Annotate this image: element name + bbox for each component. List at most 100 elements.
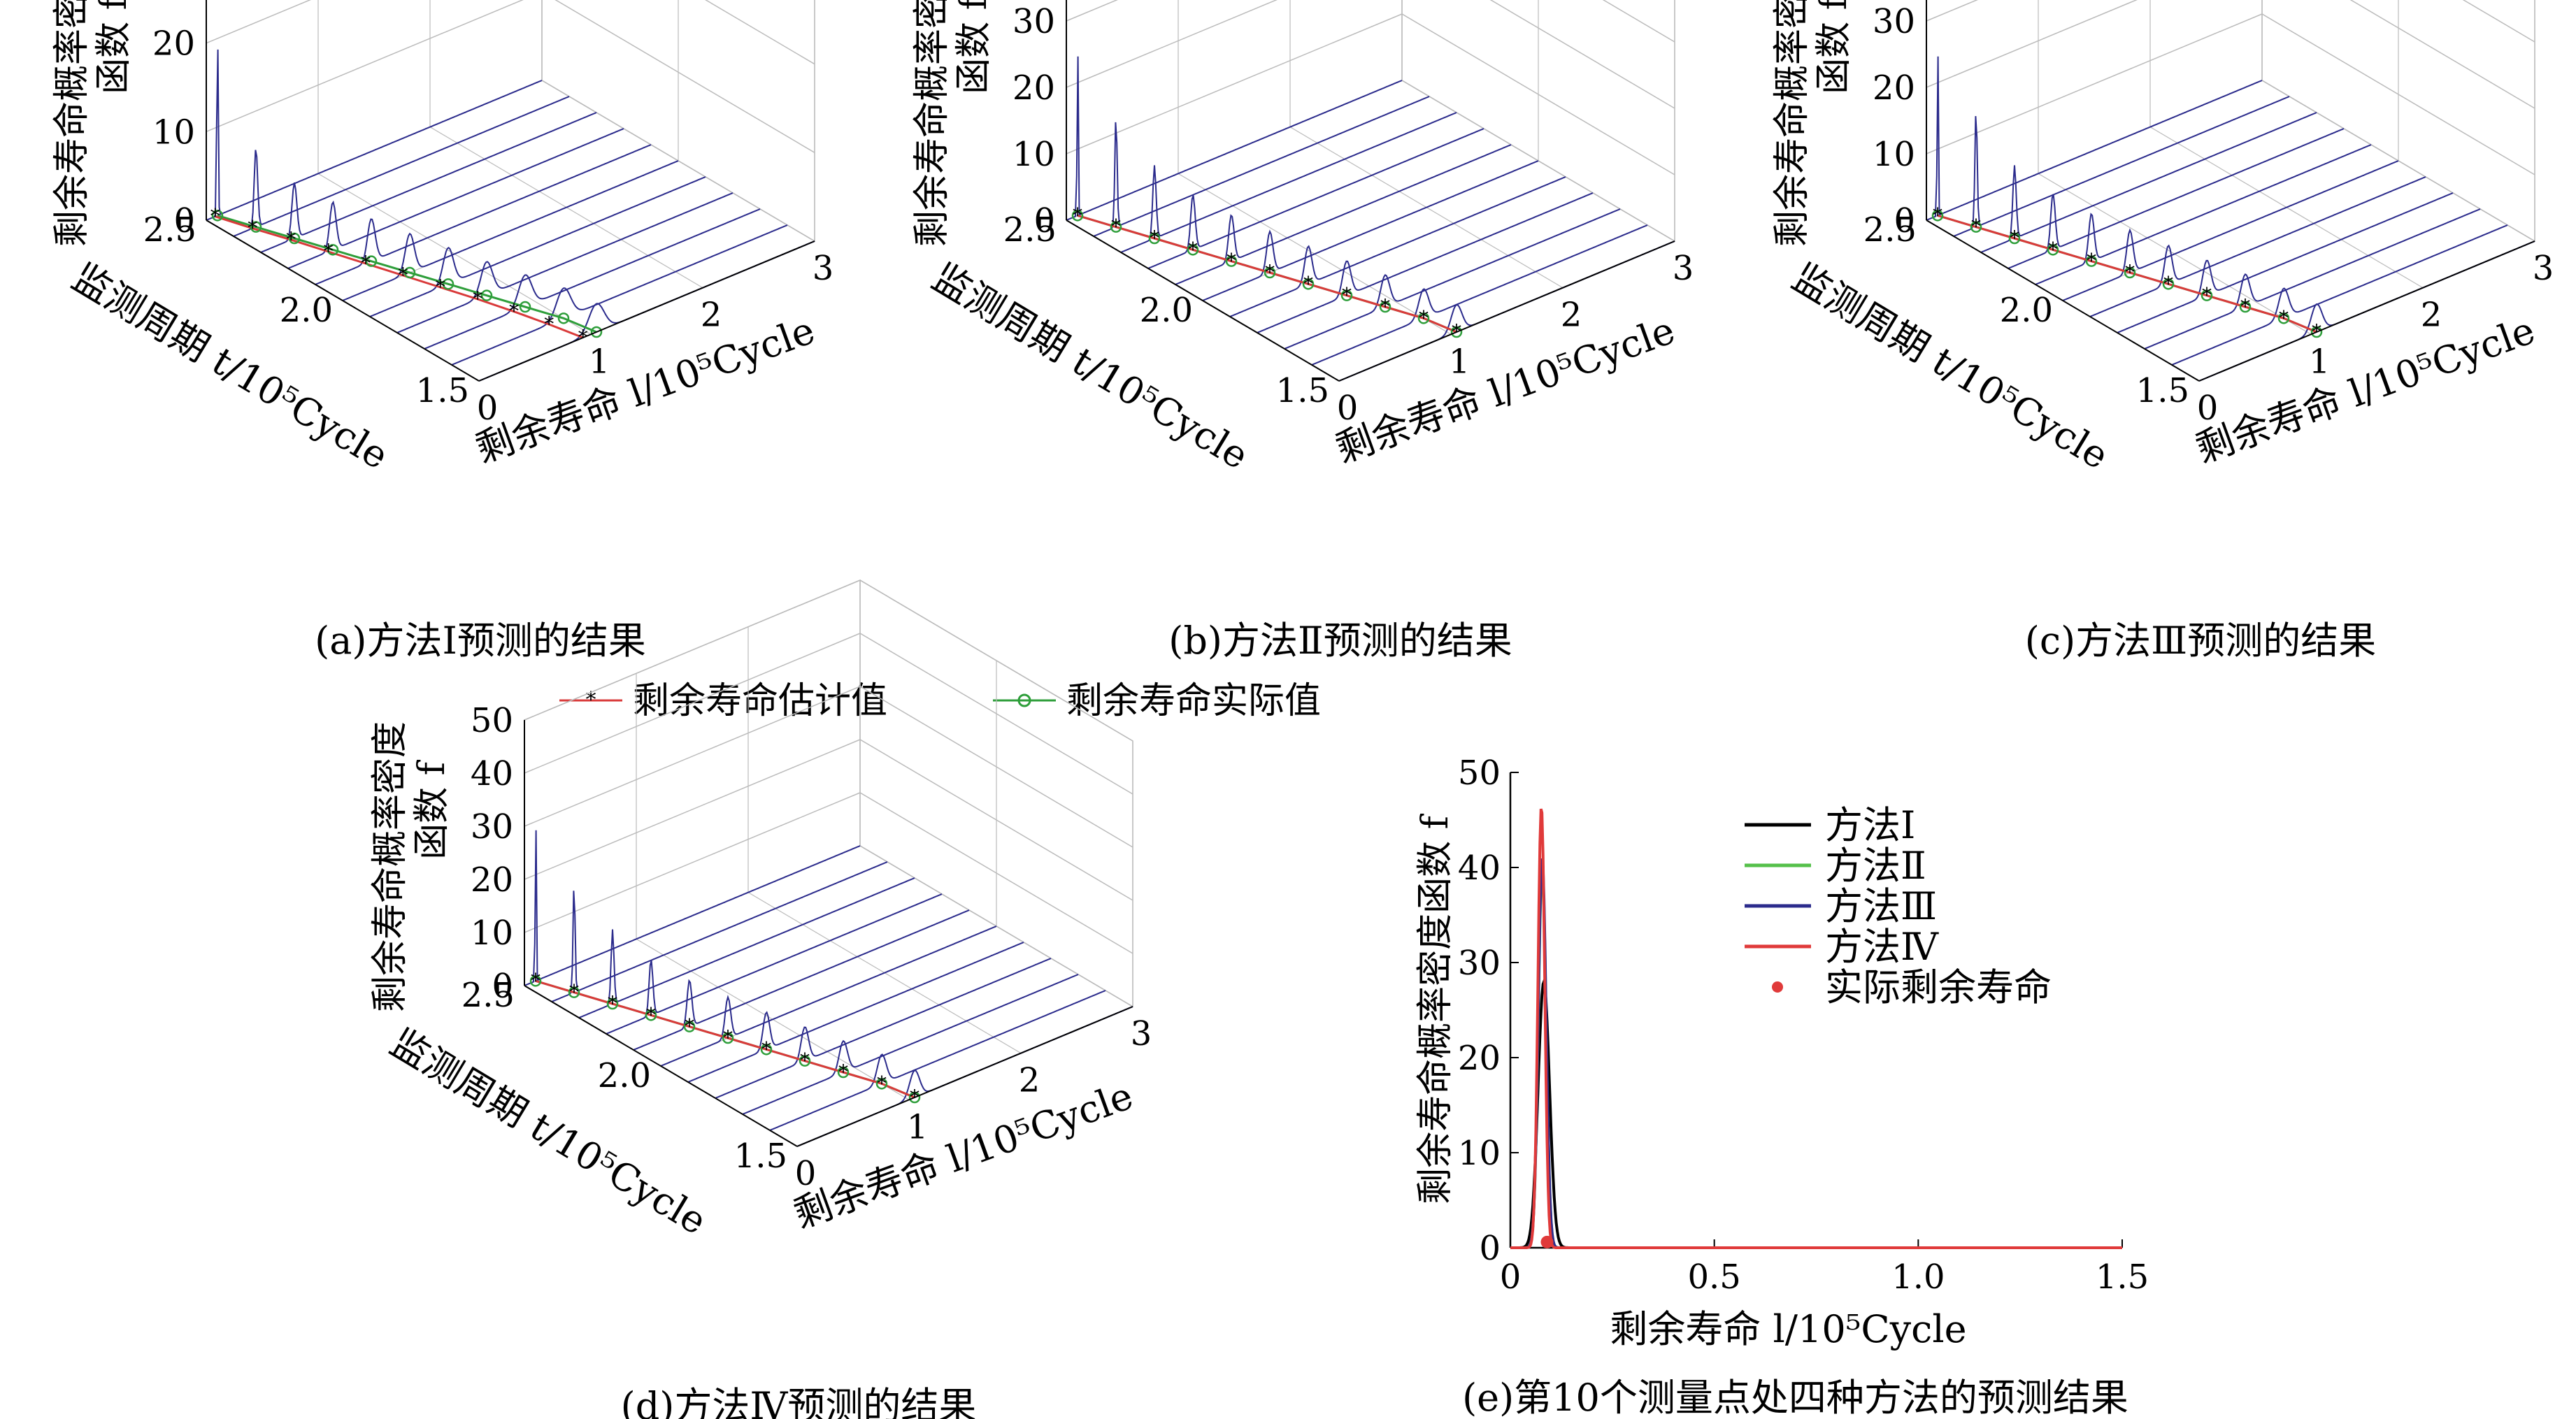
estimate-rul-marker: * xyxy=(838,1060,848,1083)
x-axis xyxy=(796,1006,1133,1147)
actual-rul-marker xyxy=(2201,289,2213,301)
actual-rul-marker xyxy=(645,1009,657,1021)
y-axis-title: 剩余寿命概率密度函数 f xyxy=(1415,813,1457,1204)
legend-label-4: 方法Ⅳ xyxy=(1825,925,1939,969)
x-axis-title: 剩余寿命 l/10⁵Cycle xyxy=(788,1074,1138,1237)
actual-rul-marker xyxy=(1417,312,1430,324)
estimate-rul-marker: * xyxy=(544,312,554,336)
actual-rul-marker xyxy=(250,221,262,233)
pdf-curve xyxy=(1926,56,2263,221)
actual-rul-marker xyxy=(2310,326,2323,338)
estimate-rul-marker: * xyxy=(2125,261,2135,284)
legend-estimate-label: 剩余寿命估计值 xyxy=(633,680,887,722)
series-line-2 xyxy=(1510,867,2122,1249)
grid-line xyxy=(524,792,1133,954)
x-tick-label: 0 xyxy=(795,1154,817,1193)
pdf-curve xyxy=(2117,192,2454,333)
actual-rul-marker xyxy=(875,1078,888,1090)
z-axis-title-line1: 剩余寿命概率密度 xyxy=(51,0,93,247)
estimate-rul-marker: * xyxy=(210,205,220,228)
z-tick-label: 10 xyxy=(1012,135,1055,174)
x-tick-label: 1 xyxy=(2309,342,2331,381)
pdf-curve xyxy=(1980,112,2317,253)
pdf-curve xyxy=(1284,208,1621,350)
panel-a: *剩余寿命估计值剩余寿命实际值***********01231.52.02.50… xyxy=(51,0,834,663)
z-axis-title-line1: 剩余寿命概率密度 xyxy=(911,0,953,247)
x-tick-label: 1 xyxy=(1449,342,1471,381)
z-tick-label: 20 xyxy=(152,24,195,64)
actual-rul-marker xyxy=(2239,301,2252,313)
pdf-curve xyxy=(342,160,679,301)
y-tick-label: 1.5 xyxy=(1276,371,1329,410)
pdf-curve xyxy=(1953,96,2290,237)
pdf-curve xyxy=(369,176,706,317)
y-tick-label: 40 xyxy=(1458,849,1501,888)
estimate-rul-marker: * xyxy=(509,300,519,323)
actual-rul-marker xyxy=(2162,278,2175,290)
grid-line xyxy=(524,579,1133,742)
estimate-rul-marker: * xyxy=(2048,238,2058,261)
z-axis-title-line1: 剩余寿命概率密度 xyxy=(369,721,411,1012)
y-tick-label: 10 xyxy=(1458,1134,1501,1173)
estimate-rul-marker: * xyxy=(1265,261,1275,284)
legend-label-actual: 实际剩余寿命 xyxy=(1825,965,2052,1009)
y-axis-title: 监测周期 t/10⁵Cycle xyxy=(65,255,396,478)
estimate-rul-marker: * xyxy=(2240,295,2250,318)
z-axis-title-line2: 函数 f xyxy=(1813,0,1855,94)
pdf-curve xyxy=(451,224,788,366)
x-tick-label: 3 xyxy=(1131,1014,1152,1053)
z-tick-label: 0 xyxy=(1033,201,1055,240)
pdf-curve xyxy=(396,192,734,333)
y-axis-title: 监测周期 t/10⁵Cycle xyxy=(925,255,1257,478)
actual-rul-marker xyxy=(799,1055,811,1067)
grid-line xyxy=(524,739,1133,901)
z-axis-title-line1: 剩余寿命概率密度 xyxy=(1771,0,1813,247)
z-tick-label: 10 xyxy=(1873,135,1915,174)
x-tick-label: 1 xyxy=(907,1107,929,1146)
y-tick-label: 2.0 xyxy=(2000,291,2053,330)
y-tick-label: 20 xyxy=(1458,1039,1501,1078)
pdf-curve xyxy=(1147,128,1484,269)
estimate-rul-marker: * xyxy=(398,264,408,287)
estimate-rul-marker: * xyxy=(324,240,334,263)
estimate-rul-marker: * xyxy=(1111,215,1121,238)
back-wall-t xyxy=(1066,0,1403,220)
actual-rul-marker xyxy=(1110,221,1122,233)
pdf-curve xyxy=(633,909,970,1051)
t-axis xyxy=(206,219,480,382)
x-axis-title: 剩余寿命 l/10⁵Cycle xyxy=(470,308,820,472)
estimate-rul-marker: * xyxy=(531,969,541,992)
x-tick-label: 2 xyxy=(2421,296,2442,335)
x-tick-label: 3 xyxy=(2533,249,2554,288)
x-tick-label: 1.0 xyxy=(1891,1258,1945,1297)
z-tick-label: 30 xyxy=(1873,2,1915,41)
pdf-curve xyxy=(687,942,1024,1083)
actual-rul-marker xyxy=(557,312,570,324)
pdf-curve xyxy=(260,112,597,253)
pdf-curve xyxy=(2008,128,2345,269)
t-axis xyxy=(1926,219,2200,382)
y-tick-label: 2.5 xyxy=(461,976,515,1015)
grid-line xyxy=(1926,0,2535,109)
y-axis-title: 监测周期 t/10⁵Cycle xyxy=(383,1021,715,1244)
x-tick-label: 3 xyxy=(813,249,834,288)
x-axis-title: 剩余寿命 l/10⁵Cycle xyxy=(1610,1307,1966,1351)
panel-caption: (b)方法Ⅱ预测的结果 xyxy=(1168,619,1512,663)
t-axis xyxy=(524,985,798,1147)
actual-rul-marker xyxy=(760,1044,773,1056)
actual-rul-marker xyxy=(519,301,531,313)
y-tick-label: 2.0 xyxy=(280,291,333,330)
y-tick-label: 0 xyxy=(1479,1229,1501,1268)
legend-label-2: 方法Ⅱ xyxy=(1825,844,1926,888)
actual-rul-line xyxy=(217,214,597,333)
estimate-rul-marker: * xyxy=(1971,215,1981,238)
grid-line xyxy=(524,633,1133,795)
z-tick-label: 30 xyxy=(471,807,513,847)
pdf-curve xyxy=(1093,96,1430,237)
estimate-rul-marker: * xyxy=(2279,306,2289,329)
pdf-curve xyxy=(606,893,943,1035)
y-tick-label: 2.5 xyxy=(143,210,196,250)
actual-rul-marker xyxy=(211,210,224,222)
actual-rul-marker xyxy=(1071,210,1084,222)
estimate-rul-marker: * xyxy=(1933,203,1942,226)
